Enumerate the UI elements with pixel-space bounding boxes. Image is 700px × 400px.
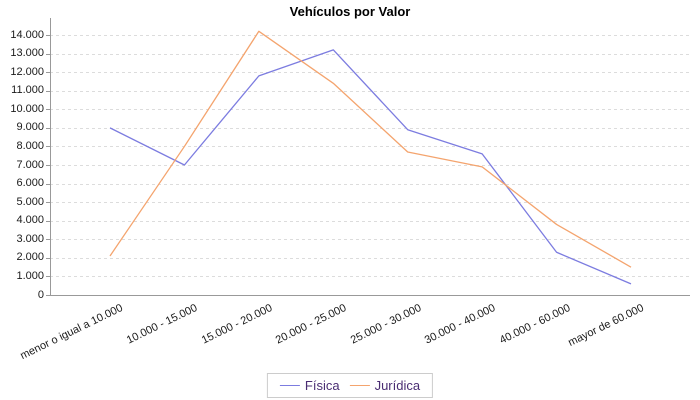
y-axis-tick-label: 3.000 [16, 232, 44, 245]
legend-item-fisica: Física [279, 378, 340, 393]
legend-item-juridica: Jurídica [349, 378, 421, 393]
y-axis-tick-label: 8.000 [16, 139, 44, 152]
y-axis-tick-label: 5.000 [16, 195, 44, 208]
y-axis-tick-label: 4.000 [16, 214, 44, 227]
y-axis-tick-label: 13.000 [10, 47, 44, 60]
series-line-juridica [109, 30, 632, 268]
y-axis-tick-label: 2.000 [16, 251, 44, 264]
legend-label-juridica: Jurídica [374, 378, 421, 393]
y-axis-tick-label: 0 [37, 288, 44, 301]
y-axis-tick-label: 10.000 [10, 102, 44, 115]
y-axis-tick-label: 11.000 [11, 84, 44, 97]
y-axis-tick-label: 14.000 [10, 28, 44, 41]
y-axis-tick-label: 7.000 [16, 158, 44, 171]
legend-swatch-fisica [279, 385, 300, 386]
series-line-fisica [109, 49, 632, 285]
legend-swatch-juridica [349, 385, 370, 386]
legend-label-fisica: Física [304, 378, 340, 393]
chart-title: Vehículos por Valor [289, 4, 411, 19]
legend: Física Jurídica [266, 373, 434, 398]
y-axis-tick-label: 6.000 [16, 177, 44, 190]
y-axis-tick-label: 12.000 [10, 65, 44, 78]
y-axis-tick-label: 9.000 [16, 121, 44, 134]
y-axis-tick-label: 1.000 [16, 269, 44, 282]
